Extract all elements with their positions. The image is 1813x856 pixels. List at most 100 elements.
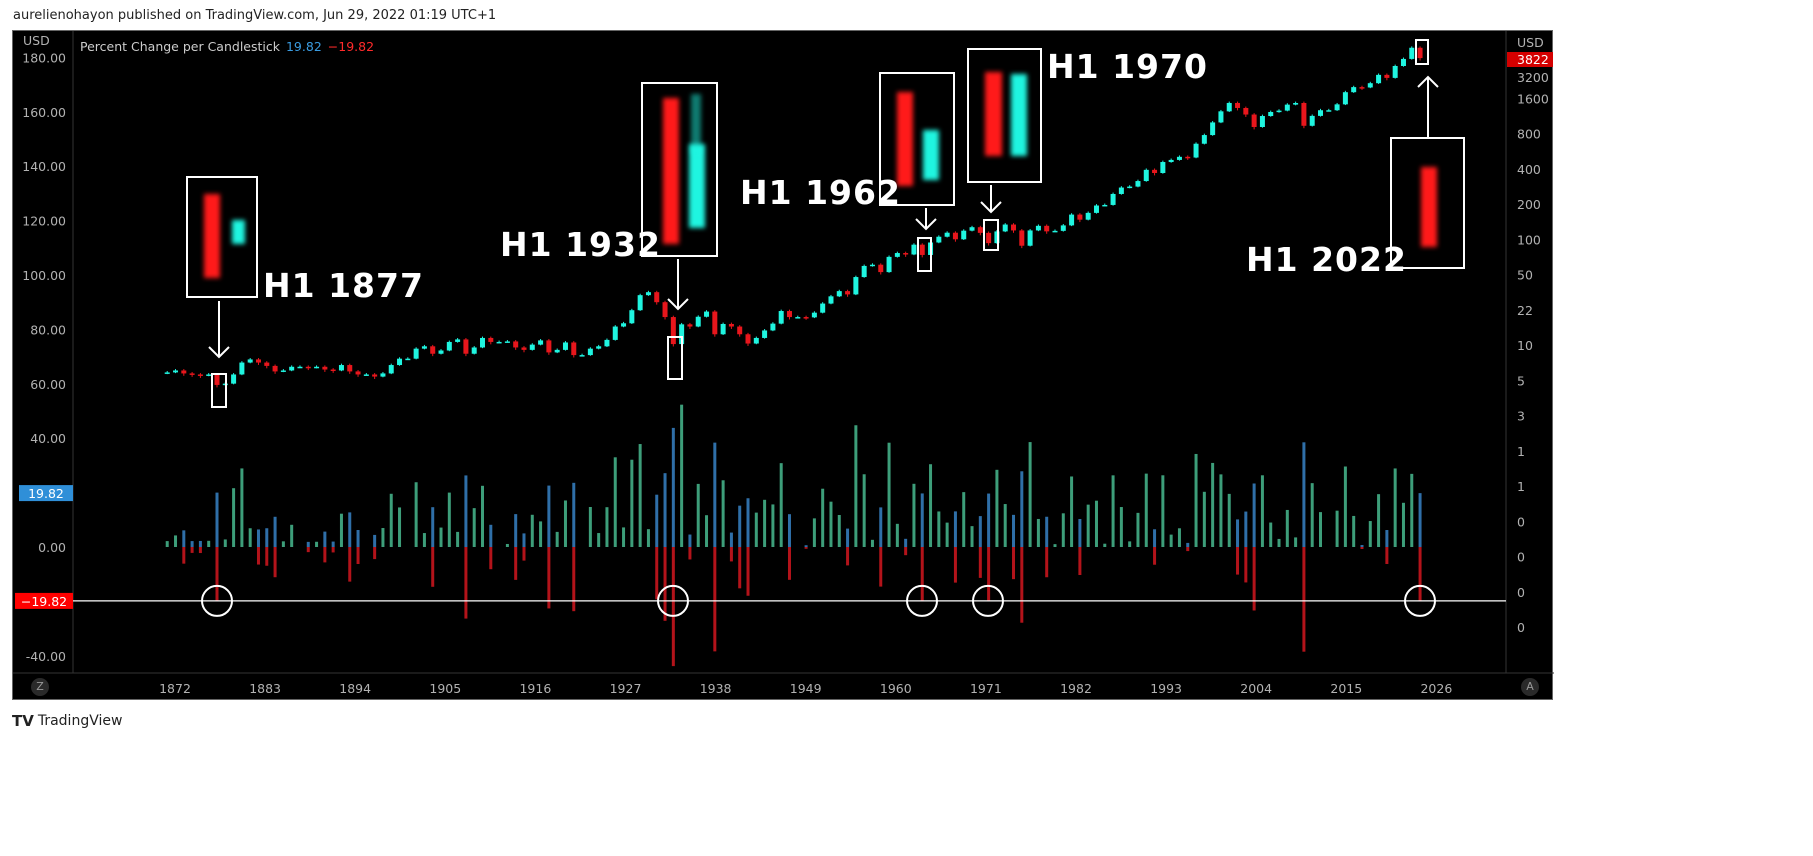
histogram-bar-down bbox=[879, 547, 883, 587]
right-axis-unit: USD bbox=[1517, 35, 1544, 50]
badge-down-bg bbox=[15, 592, 73, 609]
inset-1932 bbox=[641, 82, 718, 257]
candle-up bbox=[297, 366, 303, 369]
histogram-bar-mirror bbox=[655, 494, 659, 547]
histogram-bar-up bbox=[622, 527, 626, 547]
candle-up bbox=[239, 362, 245, 375]
candle-up bbox=[289, 366, 295, 371]
candle-up bbox=[1376, 74, 1382, 84]
histogram-bar-down bbox=[738, 547, 742, 589]
candle-down bbox=[330, 369, 336, 372]
histogram-bar-down bbox=[787, 547, 791, 580]
histogram-bar-mirror bbox=[489, 524, 493, 547]
histogram-bar-up bbox=[381, 528, 385, 547]
histogram-bar-mirror bbox=[1252, 483, 1256, 547]
histogram-bar-down bbox=[182, 547, 186, 564]
histogram-bar-up bbox=[174, 535, 178, 547]
histogram-bar-down bbox=[663, 547, 667, 621]
candle-down bbox=[372, 374, 378, 377]
histogram-bar-up bbox=[1028, 442, 1032, 547]
histogram-bar-up bbox=[613, 457, 617, 547]
candle-down bbox=[1384, 74, 1390, 78]
candle-up bbox=[247, 359, 253, 363]
time-axis-tick: 1872 bbox=[159, 681, 191, 696]
histogram-bar-up bbox=[1036, 518, 1040, 547]
indicator-legend[interactable]: Percent Change per Candlestick 19.82 −19.8… bbox=[80, 39, 374, 54]
candle-up bbox=[1127, 186, 1133, 189]
highlight-circle bbox=[657, 584, 689, 617]
candle-down bbox=[952, 232, 958, 240]
histogram-bar-down bbox=[846, 547, 850, 566]
histogram-bar-down bbox=[265, 547, 269, 566]
candle-up bbox=[1318, 110, 1324, 116]
histogram-bar-up bbox=[1260, 475, 1264, 547]
histogram-bar-up bbox=[1053, 544, 1057, 547]
candle-up bbox=[164, 372, 170, 374]
histogram-bar-up bbox=[281, 541, 285, 547]
right-axis-tick: 3200 bbox=[1517, 70, 1549, 85]
histogram-bar-up bbox=[1103, 543, 1107, 547]
histogram-bar-mirror bbox=[331, 541, 335, 547]
histogram-bar-down bbox=[1012, 547, 1016, 580]
time-axis-tick: 1927 bbox=[610, 681, 642, 696]
histogram-bar-mirror bbox=[373, 534, 377, 547]
candle-down bbox=[1243, 107, 1249, 115]
histogram-bar-mirror bbox=[215, 492, 219, 547]
histogram-bar-down bbox=[306, 547, 310, 553]
time-axis-tick: 1938 bbox=[700, 681, 732, 696]
candle-down bbox=[546, 340, 552, 353]
candle-up bbox=[446, 341, 452, 351]
histogram-bar-mirror bbox=[464, 475, 468, 547]
auto-scale-button[interactable]: A bbox=[1521, 678, 1539, 696]
histogram-bar-up bbox=[1335, 510, 1339, 547]
chart-canvas[interactable]: USD180.00160.00140.00120.00100.0080.0060… bbox=[13, 31, 1554, 701]
candle-up bbox=[1085, 212, 1091, 220]
candle-up bbox=[753, 337, 759, 344]
price-badge-bg bbox=[1507, 52, 1553, 67]
histogram-bar-up bbox=[165, 541, 169, 547]
zoom-reset-button[interactable]: Z bbox=[31, 678, 49, 696]
histogram-bar-up bbox=[1003, 504, 1007, 547]
footer-brand[interactable]: TV TradingView bbox=[12, 712, 122, 730]
candle-up bbox=[504, 341, 510, 343]
candle-down bbox=[214, 374, 220, 385]
histogram-bar-up bbox=[1194, 453, 1198, 547]
histogram-bar-down bbox=[256, 547, 260, 565]
badge-up-bg bbox=[19, 485, 73, 502]
right-axis-tick: 5 bbox=[1517, 373, 1525, 388]
left-axis-tick: 160.00 bbox=[22, 105, 66, 120]
candle-up bbox=[380, 373, 386, 377]
chart-frame[interactable]: USD 180.00 160.00 140.00 120.00 100.00 80.00 60… bbox=[12, 30, 1554, 701]
candle-up bbox=[1135, 181, 1141, 187]
histogram-bar-down bbox=[198, 547, 202, 554]
histogram-bar-mirror bbox=[256, 529, 260, 547]
arrow-head-icon bbox=[980, 201, 1002, 214]
histogram-bar-down bbox=[1020, 547, 1024, 623]
histogram-bar-mirror bbox=[746, 498, 750, 547]
histogram-bar-up bbox=[389, 493, 393, 547]
left-axis-tick: -40.00 bbox=[26, 649, 66, 664]
histogram-bar-down bbox=[729, 547, 733, 562]
histogram-bar-down bbox=[190, 547, 194, 553]
histogram-bar-mirror bbox=[671, 427, 675, 547]
inset-2022 bbox=[1390, 137, 1465, 269]
candle-up bbox=[645, 292, 651, 296]
histogram-bar-down bbox=[464, 547, 468, 619]
candle-down bbox=[305, 366, 311, 369]
right-axis-tick: 0 bbox=[1517, 620, 1525, 635]
time-axis-tick: 1905 bbox=[429, 681, 461, 696]
candle-up bbox=[1284, 104, 1290, 111]
histogram-bar-mirror bbox=[198, 540, 202, 547]
histogram-bar-up bbox=[630, 459, 634, 547]
annotation-label-1932: H1 1932 bbox=[500, 225, 661, 264]
candle-up bbox=[1351, 87, 1357, 93]
right-axis-tick: 50 bbox=[1517, 268, 1533, 283]
left-axis-tick: 80.00 bbox=[30, 322, 66, 337]
time-axis-tick: 1993 bbox=[1150, 681, 1182, 696]
candle-down bbox=[181, 370, 187, 374]
histogram-bar-up bbox=[887, 442, 891, 547]
candle-down bbox=[1359, 87, 1365, 89]
histogram-bar-up bbox=[539, 521, 543, 547]
histogram-bar-down bbox=[1252, 547, 1256, 611]
right-axis-tick: 0 bbox=[1517, 550, 1525, 565]
